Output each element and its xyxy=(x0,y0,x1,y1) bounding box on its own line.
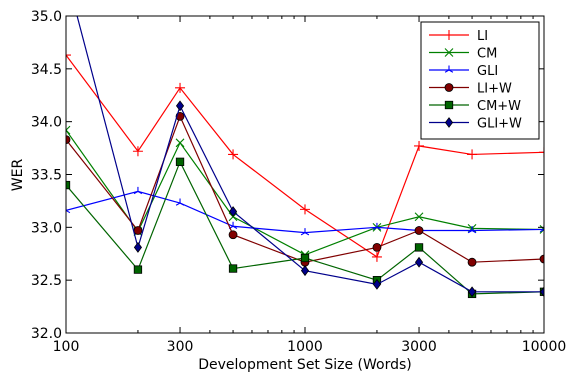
data-point xyxy=(228,230,238,240)
legend-item: CM xyxy=(429,47,497,62)
y-tick-label: 32.0 xyxy=(31,326,62,342)
series-li-plus-w xyxy=(66,111,544,267)
legend-item: GLI+W xyxy=(429,117,522,132)
legend-item: GLI xyxy=(429,64,498,79)
data-point xyxy=(300,253,310,263)
data-point xyxy=(539,286,544,298)
data-point xyxy=(228,149,239,160)
data-point xyxy=(372,222,382,231)
data-point xyxy=(132,146,143,157)
y-tick-label: 34.5 xyxy=(31,62,62,78)
data-point xyxy=(372,243,382,252)
y-tick-label: 35.0 xyxy=(31,9,62,25)
data-point xyxy=(66,135,71,145)
data-point xyxy=(414,226,424,235)
legend: LI CM GLI LI+W CM+W GLI+W xyxy=(420,21,540,140)
y-tick-label: 33.0 xyxy=(31,220,62,236)
series-li xyxy=(66,50,544,262)
axes-layer: 100 300 1000 3000 10000 32.0 32.5 33.0 33.5 34.0 3… xyxy=(31,9,566,355)
data-point xyxy=(175,100,185,112)
legend-marker xyxy=(444,117,454,128)
y-tick-label: 34.0 xyxy=(31,115,62,131)
y-tick-label: 32.5 xyxy=(31,273,62,289)
legend-label: GLI xyxy=(477,64,498,79)
legend-marker xyxy=(444,83,454,92)
data-point xyxy=(133,186,143,195)
data-point xyxy=(414,256,424,268)
series-gli-plus-w xyxy=(76,16,544,298)
data-point xyxy=(66,50,71,61)
data-point xyxy=(467,149,478,160)
legend-item: LI+W xyxy=(429,82,512,97)
data-point xyxy=(66,125,71,135)
data-point xyxy=(228,206,238,217)
data-point xyxy=(467,257,477,267)
legend-item: LI xyxy=(429,29,488,44)
data-point xyxy=(133,226,143,235)
data-point xyxy=(228,264,238,273)
data-point xyxy=(539,225,544,234)
legend-label: CM xyxy=(477,47,497,62)
data-point xyxy=(66,205,71,214)
data-point xyxy=(539,224,544,233)
data-point xyxy=(414,243,424,252)
data-point xyxy=(539,254,544,264)
legend-marker xyxy=(444,100,454,110)
data-point xyxy=(175,198,185,206)
data-point xyxy=(414,212,424,222)
data-point xyxy=(175,157,185,166)
x-tick-label: 100 xyxy=(53,339,80,355)
series-layer xyxy=(66,16,544,299)
data-point xyxy=(300,228,310,236)
x-tick-label: 10000 xyxy=(522,339,567,355)
legend-label: CM+W xyxy=(477,99,521,114)
legend-label: LI+W xyxy=(477,82,512,97)
legend-box xyxy=(420,21,540,140)
data-point xyxy=(133,265,143,274)
data-point xyxy=(300,265,310,277)
legend-item: CM+W xyxy=(429,99,521,114)
data-point xyxy=(175,138,185,148)
data-point xyxy=(467,286,477,298)
data-point xyxy=(133,241,143,253)
data-point xyxy=(372,278,382,290)
y-axis-label: WER xyxy=(10,159,26,192)
data-point xyxy=(414,140,425,151)
legend-marker xyxy=(444,65,454,73)
data-point xyxy=(371,251,382,262)
data-point xyxy=(539,147,544,158)
legend-marker xyxy=(444,30,454,40)
data-point xyxy=(66,180,71,190)
data-point xyxy=(300,204,310,215)
data-point xyxy=(175,82,186,93)
data-point xyxy=(467,226,477,234)
legend-label: GLI+W xyxy=(477,117,522,132)
x-axis-label: Development Set Size (Words) xyxy=(198,357,412,373)
x-tick-label: 300 xyxy=(167,339,194,355)
x-tick-label: 3000 xyxy=(401,339,437,355)
legend-label: LI xyxy=(477,29,488,44)
y-tick-label: 33.5 xyxy=(31,168,62,184)
x-tick-label: 1000 xyxy=(287,339,323,355)
legend-marker xyxy=(444,48,454,57)
